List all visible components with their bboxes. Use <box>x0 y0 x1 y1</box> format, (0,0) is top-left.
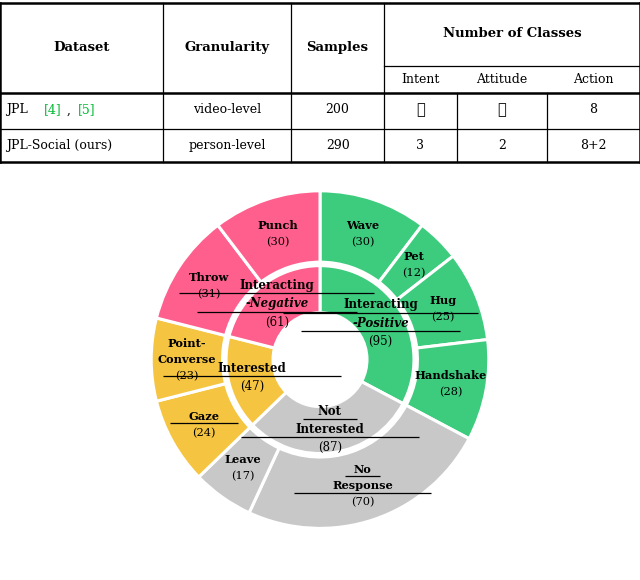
Text: Leave: Leave <box>225 454 261 465</box>
Text: (47): (47) <box>240 380 264 393</box>
Wedge shape <box>156 383 250 477</box>
Circle shape <box>273 313 367 407</box>
Text: Punch: Punch <box>257 220 298 231</box>
Text: Converse: Converse <box>157 354 216 365</box>
Text: Handshake: Handshake <box>415 370 487 381</box>
Text: Point-: Point- <box>168 338 206 349</box>
Text: ✗: ✗ <box>416 103 425 117</box>
Text: Interacting: Interacting <box>343 299 418 311</box>
Text: Response: Response <box>332 480 393 491</box>
Text: (87): (87) <box>318 441 342 454</box>
Text: [4]: [4] <box>44 103 61 117</box>
Text: -Positive: -Positive <box>352 317 409 330</box>
Text: 2: 2 <box>498 139 506 152</box>
Text: Pet: Pet <box>403 251 424 262</box>
Text: Samples: Samples <box>307 41 369 55</box>
Text: 3: 3 <box>417 139 424 152</box>
Text: video-level: video-level <box>193 103 261 117</box>
Text: Action: Action <box>573 73 614 86</box>
Wedge shape <box>249 405 469 528</box>
Text: (24): (24) <box>192 427 216 438</box>
Text: ✗: ✗ <box>498 103 506 117</box>
Text: Not: Not <box>318 405 342 418</box>
Text: 8+2: 8+2 <box>580 139 607 152</box>
Text: (12): (12) <box>402 268 426 278</box>
Wedge shape <box>151 318 225 401</box>
Wedge shape <box>226 336 286 425</box>
Text: (17): (17) <box>231 471 255 481</box>
Text: 200: 200 <box>326 103 349 117</box>
Text: Attitude: Attitude <box>476 73 528 86</box>
Wedge shape <box>218 191 320 282</box>
Text: JPL: JPL <box>6 103 32 117</box>
Text: 290: 290 <box>326 139 349 152</box>
Text: JPL-Social (ours): JPL-Social (ours) <box>6 139 113 152</box>
Text: Intent: Intent <box>401 73 440 86</box>
Text: (23): (23) <box>175 371 198 381</box>
Wedge shape <box>397 256 488 348</box>
Wedge shape <box>229 266 320 348</box>
Text: Interested: Interested <box>218 362 286 375</box>
Text: Interested: Interested <box>296 423 364 436</box>
Text: (30): (30) <box>266 237 289 247</box>
Wedge shape <box>156 225 261 336</box>
Text: ,: , <box>67 103 75 117</box>
Text: Number of Classes: Number of Classes <box>443 27 581 39</box>
Text: (30): (30) <box>351 237 374 247</box>
Text: (70): (70) <box>351 497 374 508</box>
Text: (95): (95) <box>368 335 392 348</box>
Text: (28): (28) <box>439 387 463 397</box>
Wedge shape <box>379 225 453 300</box>
Text: person-level: person-level <box>189 139 266 152</box>
Text: Gaze: Gaze <box>188 411 220 422</box>
Text: (31): (31) <box>197 289 221 299</box>
Text: Hug: Hug <box>429 295 457 306</box>
Text: 8: 8 <box>589 103 598 117</box>
Text: Granularity: Granularity <box>184 41 270 55</box>
Wedge shape <box>199 427 279 513</box>
Wedge shape <box>406 339 489 438</box>
Wedge shape <box>320 266 414 404</box>
Text: (25): (25) <box>431 312 455 322</box>
Text: Interacting: Interacting <box>239 279 314 292</box>
Wedge shape <box>253 382 403 454</box>
Text: No: No <box>353 464 371 474</box>
Text: -Negative: -Negative <box>245 298 308 310</box>
Text: Throw: Throw <box>189 273 229 284</box>
Text: (61): (61) <box>265 316 289 329</box>
Wedge shape <box>320 191 422 282</box>
Text: Dataset: Dataset <box>53 41 110 55</box>
Text: [5]: [5] <box>77 103 95 117</box>
Text: Wave: Wave <box>346 220 379 231</box>
